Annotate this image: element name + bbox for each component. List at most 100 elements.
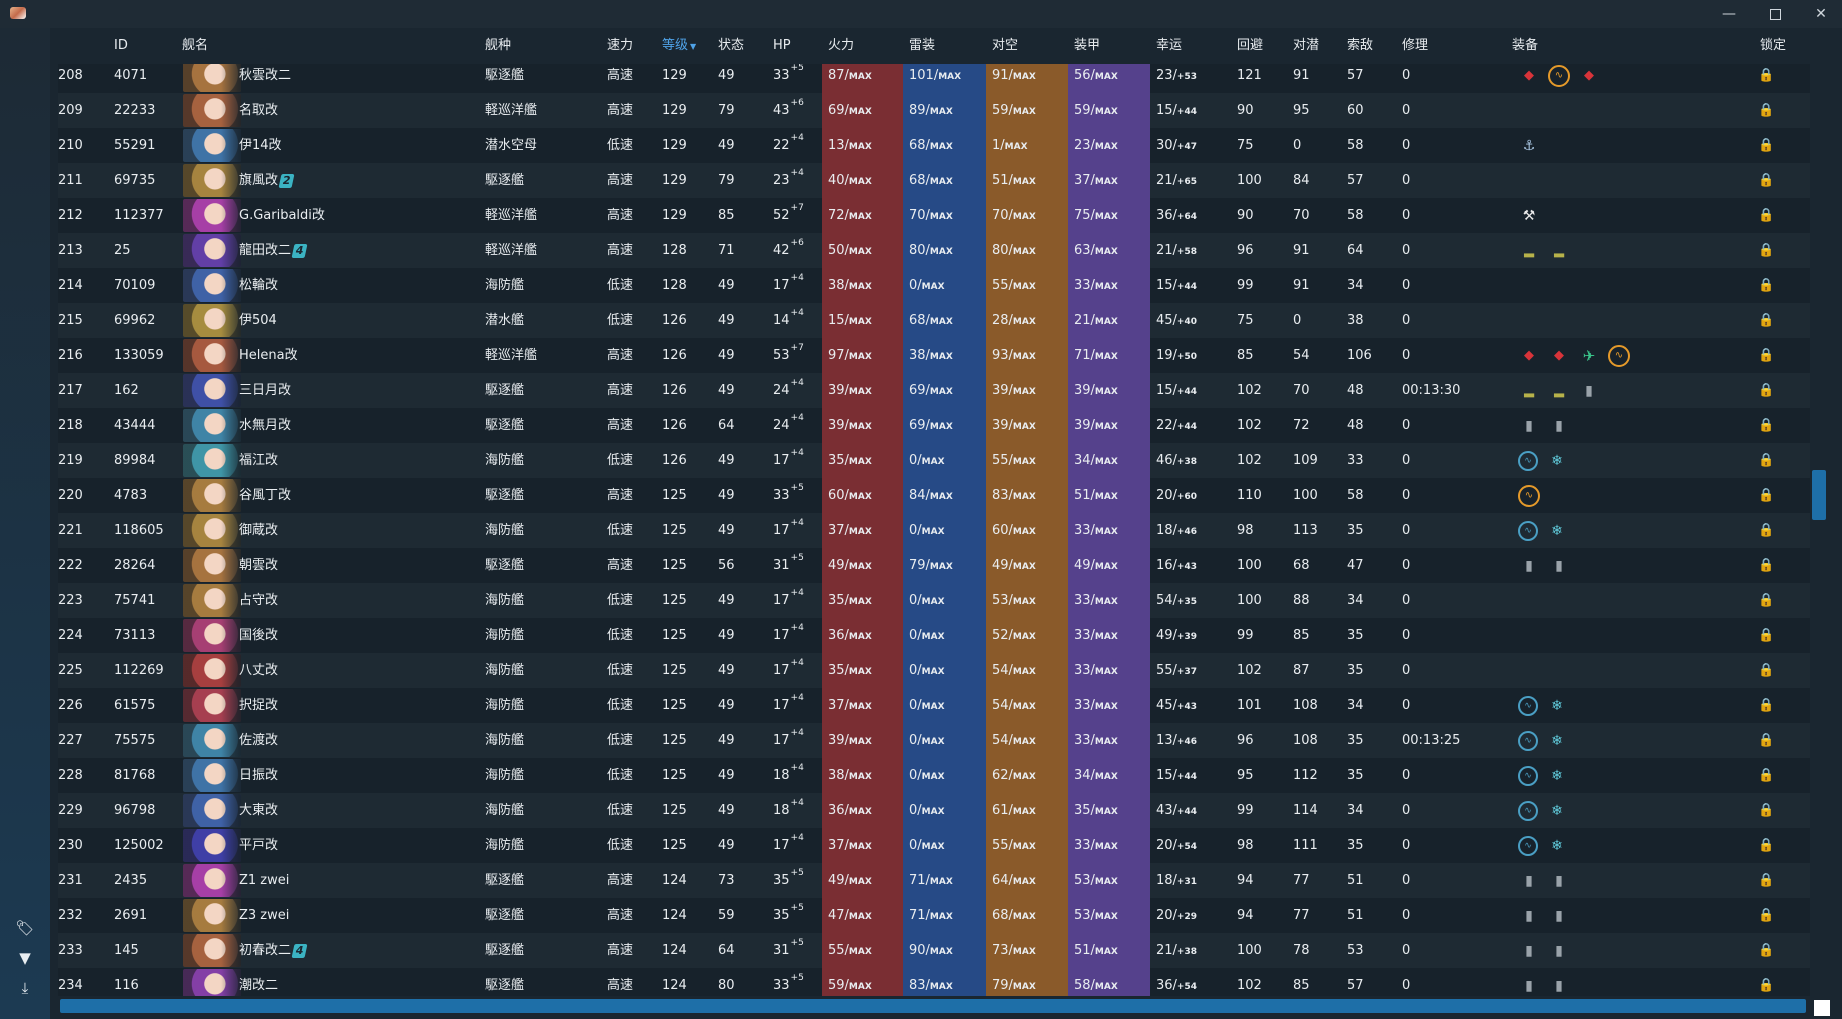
lock-icon[interactable]: 🔒 <box>1758 628 1775 643</box>
table-row[interactable]: 219 89984 福江改 海防艦 低速 126 49 17+4 35/MAX 0/MAX 55/M… <box>58 443 1810 478</box>
table-row[interactable]: 223 75741 占守改 海防艦 低速 125 49 17+4 35/MAX 0/MAX 53/M… <box>58 583 1810 618</box>
filter-icon[interactable]: ▼ <box>19 949 31 967</box>
lock-icon[interactable]: 🔒 <box>1758 68 1775 83</box>
depth-charge-icon[interactable]: ❄ <box>1551 697 1563 714</box>
sonar-icon[interactable]: ∿ <box>1518 835 1538 856</box>
main-gun-icon[interactable]: ◆ <box>1524 348 1534 363</box>
main-gun-icon[interactable]: ◆ <box>1524 68 1534 83</box>
radar-icon[interactable]: ∿ <box>1548 64 1570 87</box>
table-row[interactable]: 208 4071 秋雲改二 駆逐艦 高速 129 49 33+5 87/MAX 101/MAX 91… <box>58 64 1810 93</box>
drum-canister-icon[interactable]: ▮ <box>1525 977 1533 994</box>
drum-canister-icon[interactable]: ▮ <box>1555 977 1563 994</box>
col-equipment[interactable]: 装备 <box>1512 38 1539 53</box>
depth-charge-icon[interactable]: ❄ <box>1551 522 1563 539</box>
lock-icon[interactable]: 🔒 <box>1758 873 1775 888</box>
col-armor[interactable]: 装甲 <box>1074 38 1101 53</box>
col-speed[interactable]: 速力 <box>607 38 634 53</box>
drum-canister-icon[interactable]: ▮ <box>1525 907 1533 924</box>
drum-canister-icon[interactable]: ▮ <box>1585 382 1593 399</box>
landing-craft-icon[interactable]: ▂ <box>1554 243 1564 258</box>
col-antiair[interactable]: 对空 <box>992 38 1019 53</box>
sonar-icon[interactable]: ∿ <box>1518 765 1538 786</box>
table-row[interactable]: 213 25 龍田改二 4 軽巡洋艦 高速 128 71 42+6 50/MAX 80/MAX 80/… <box>58 233 1810 268</box>
table-row[interactable]: 212 112377 G.Garibaldi改 軽巡洋艦 高速 129 85 52+7 72/M… <box>58 198 1810 233</box>
lock-icon[interactable]: 🔒 <box>1758 978 1775 993</box>
maximize-button[interactable] <box>1752 0 1798 28</box>
table-row[interactable]: 231 2435 Z1 zwei 駆逐艦 高速 124 73 35+5 49/MAX 71/MAX… <box>58 863 1810 898</box>
lock-icon[interactable]: 🔒 <box>1758 488 1775 503</box>
table-row[interactable]: 210 55291 伊14改 潜水空母 低速 129 49 22+4 13/MAX 68/MAX 1… <box>58 128 1810 163</box>
table-row[interactable]: 233 145 初春改二 4 駆逐艦 高速 124 64 31+5 55/MAX 90/MAX 73/… <box>58 933 1810 968</box>
tag-icon[interactable]: 🏷 <box>15 919 35 937</box>
sonar-icon[interactable]: ∿ <box>1518 450 1538 471</box>
table-row[interactable]: 232 2691 Z3 zwei 駆逐艦 高速 124 59 35+5 47/MAX 71/MAX… <box>58 898 1810 933</box>
lock-icon[interactable]: 🔒 <box>1758 943 1775 958</box>
depth-charge-icon[interactable]: ❄ <box>1551 732 1563 749</box>
lock-icon[interactable]: 🔒 <box>1758 698 1775 713</box>
lock-icon[interactable]: 🔒 <box>1758 173 1775 188</box>
col-level[interactable]: 等级 ▼ <box>662 28 696 64</box>
table-row[interactable]: 224 73113 国後改 海防艦 低速 125 49 17+4 36/MAX 0/MAX 52/M… <box>58 618 1810 653</box>
col-los[interactable]: 索敌 <box>1347 38 1374 53</box>
landing-craft-icon[interactable]: ▂ <box>1524 383 1534 398</box>
table-row[interactable]: 218 43444 水無月改 駆逐艦 高速 126 64 24+4 39/MAX 69/MAX 39… <box>58 408 1810 443</box>
lock-icon[interactable]: 🔒 <box>1758 243 1775 258</box>
lock-icon[interactable]: 🔒 <box>1758 418 1775 433</box>
lock-icon[interactable]: 🔒 <box>1758 558 1775 573</box>
sonar-icon[interactable]: ∿ <box>1518 520 1538 541</box>
radar-icon[interactable]: ∿ <box>1518 484 1540 507</box>
main-gun-icon[interactable]: ◆ <box>1584 68 1594 83</box>
table-row[interactable]: 228 81768 日振改 海防艦 低速 125 49 18+4 38/MAX 0/MAX 62/M… <box>58 758 1810 793</box>
col-cond[interactable]: 状态 <box>718 38 745 53</box>
lock-icon[interactable]: 🔒 <box>1758 313 1775 328</box>
col-luck[interactable]: 幸运 <box>1156 38 1183 53</box>
lock-icon[interactable]: 🔒 <box>1758 803 1775 818</box>
vertical-scrollbar-track[interactable] <box>1810 64 1842 996</box>
radar-icon[interactable]: ∿ <box>1608 344 1630 367</box>
lock-icon[interactable]: 🔒 <box>1758 348 1775 363</box>
lock-icon[interactable]: 🔒 <box>1758 768 1775 783</box>
lock-icon[interactable]: 🔒 <box>1758 383 1775 398</box>
sonar-icon[interactable]: ∿ <box>1518 695 1538 716</box>
depth-charge-icon[interactable]: ❄ <box>1551 837 1563 854</box>
table-row[interactable]: 215 69962 伊504 潜水艦 低速 126 49 14+4 15/MAX 68/MAX 28… <box>58 303 1810 338</box>
lock-icon[interactable]: 🔒 <box>1758 663 1775 678</box>
close-button[interactable]: ✕ <box>1815 6 1827 22</box>
table-row[interactable]: 234 116 潮改二 駆逐艦 高速 124 80 33+5 59/MAX 83/MAX 79/MA… <box>58 968 1810 996</box>
lock-icon[interactable]: 🔒 <box>1758 278 1775 293</box>
lock-icon[interactable]: 🔒 <box>1758 523 1775 538</box>
lock-icon[interactable]: 🔒 <box>1758 103 1775 118</box>
drum-canister-icon[interactable]: ▮ <box>1555 417 1563 434</box>
drum-canister-icon[interactable]: ▮ <box>1555 872 1563 889</box>
depth-charge-icon[interactable]: ❄ <box>1551 452 1563 469</box>
sonar-icon[interactable]: ∿ <box>1518 730 1538 751</box>
drum-canister-icon[interactable]: ▮ <box>1555 942 1563 959</box>
landing-craft-icon[interactable]: ▂ <box>1554 383 1564 398</box>
lock-icon[interactable]: 🔒 <box>1758 733 1775 748</box>
col-firepower[interactable]: 火力 <box>828 38 855 53</box>
lock-icon[interactable]: 🔒 <box>1758 838 1775 853</box>
col-id[interactable]: ID <box>114 38 128 53</box>
table-row[interactable]: 211 69735 旗風改 2 駆逐艦 高速 129 79 23+4 40/MAX 68/MAX 51… <box>58 163 1810 198</box>
vertical-scrollbar-thumb[interactable] <box>1812 470 1826 520</box>
col-name[interactable]: 舰名 <box>182 38 209 53</box>
sonar-icon[interactable]: ∿ <box>1518 800 1538 821</box>
col-repair[interactable]: 修理 <box>1402 38 1429 53</box>
table-row[interactable]: 222 28264 朝雲改 駆逐艦 高速 125 56 31+5 49/MAX 79/MAX 49/… <box>58 548 1810 583</box>
table-row[interactable]: 209 22233 名取改 軽巡洋艦 高速 129 79 43+6 69/MAX 89/MAX 59… <box>58 93 1810 128</box>
depth-charge-icon[interactable]: ❄ <box>1551 802 1563 819</box>
table-row[interactable]: 229 96798 大東改 海防艦 低速 125 49 18+4 36/MAX 0/MAX 61/M… <box>58 793 1810 828</box>
col-type[interactable]: 舰种 <box>485 38 512 53</box>
drum-canister-icon[interactable]: ▮ <box>1525 417 1533 434</box>
lock-icon[interactable]: 🔒 <box>1758 453 1775 468</box>
main-gun-icon[interactable]: ◆ <box>1554 348 1564 363</box>
lock-icon[interactable]: 🔒 <box>1758 138 1775 153</box>
table-row[interactable]: 225 112269 八丈改 海防艦 低速 125 49 17+4 35/MAX 0/MAX 54/… <box>58 653 1810 688</box>
table-row[interactable]: 230 125002 平戸改 海防艦 低速 125 49 17+4 37/MAX 0/MAX 55/… <box>58 828 1810 863</box>
download-icon[interactable]: ⤓ <box>21 979 29 997</box>
landing-craft-icon[interactable]: ▂ <box>1524 243 1534 258</box>
table-row[interactable]: 217 162 三日月改 駆逐艦 高速 126 49 24+4 39/MAX 69/MAX 39/M… <box>58 373 1810 408</box>
repair-facility-icon[interactable]: ⚒ <box>1522 207 1536 224</box>
col-asw[interactable]: 对潜 <box>1293 38 1320 53</box>
drum-canister-icon[interactable]: ▮ <box>1525 557 1533 574</box>
